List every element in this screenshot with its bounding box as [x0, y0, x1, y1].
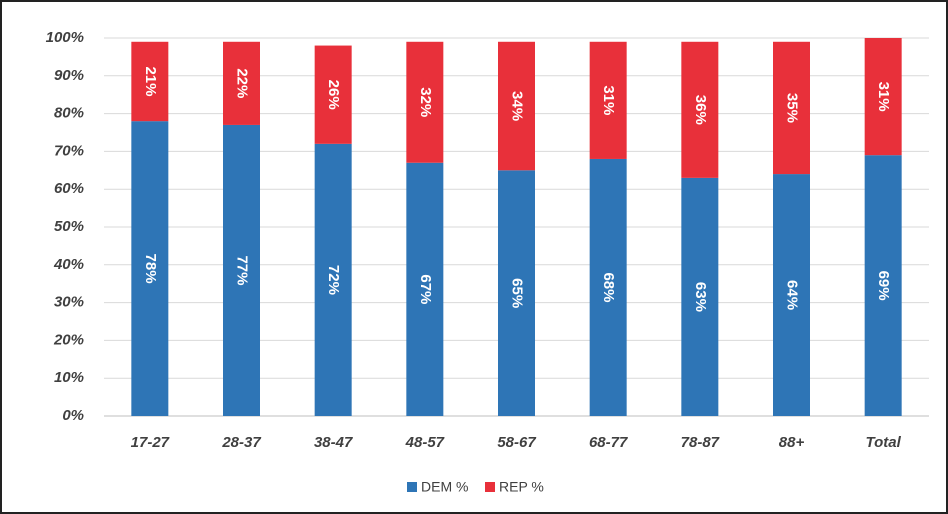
- data-label: 65%: [509, 278, 526, 308]
- bar-segment: [498, 41, 535, 171]
- y-tick-label: 70%: [54, 142, 84, 159]
- y-tick-label: 40%: [53, 256, 84, 273]
- data-label: 72%: [325, 265, 342, 295]
- bar-segment: [406, 162, 444, 416]
- data-label: 21%: [142, 66, 159, 96]
- bar-segment: [131, 41, 169, 122]
- legend-swatch: [407, 482, 417, 492]
- data-label: 34%: [509, 91, 526, 121]
- bar-segment: [223, 41, 260, 125]
- y-tick-label: 50%: [54, 218, 84, 235]
- x-tick-label: 17-27: [131, 434, 170, 451]
- y-tick-label: 60%: [54, 180, 84, 197]
- bar-segment: [589, 158, 627, 416]
- data-label: 77%: [234, 255, 251, 285]
- data-label: 68%: [600, 272, 617, 302]
- x-tick-label: 28-37: [221, 434, 261, 451]
- bar-segment: [406, 41, 444, 163]
- bar-segment: [773, 174, 810, 416]
- data-label: 36%: [692, 95, 709, 125]
- bar-segment: [681, 41, 719, 178]
- bar-segment: [864, 155, 902, 416]
- x-tick-label: 88+: [779, 434, 805, 451]
- bar-segment: [314, 45, 352, 144]
- legend-label: DEM %: [421, 479, 468, 495]
- data-label: 31%: [875, 82, 892, 112]
- legend-swatch: [485, 482, 495, 492]
- y-tick-label: 90%: [54, 67, 84, 84]
- y-tick-label: 30%: [54, 294, 84, 311]
- data-label: 78%: [142, 254, 159, 284]
- data-label: 31%: [600, 85, 617, 115]
- y-tick-label: 80%: [54, 105, 84, 122]
- bar-segment: [223, 124, 260, 416]
- data-label: 69%: [875, 271, 892, 301]
- bar-segment: [498, 170, 535, 416]
- x-tick-label: 68-77: [589, 434, 628, 451]
- data-label: 32%: [417, 87, 434, 117]
- bar-segment: [773, 41, 810, 175]
- x-tick-label: 48-57: [405, 434, 445, 451]
- bar-segment: [131, 121, 169, 416]
- data-label: 67%: [417, 274, 434, 304]
- data-label: 26%: [325, 80, 342, 110]
- y-tick-label: 20%: [53, 331, 84, 348]
- x-tick-label: 78-87: [681, 434, 720, 451]
- bar-segment: [314, 143, 352, 416]
- y-tick-label: 10%: [54, 369, 84, 386]
- data-label: 63%: [692, 282, 709, 312]
- x-tick-label: 58-67: [497, 434, 536, 451]
- bar-segment: [681, 177, 719, 416]
- x-tick-label: 38-47: [314, 434, 353, 451]
- data-label: 35%: [784, 93, 801, 123]
- legend-label: REP %: [499, 479, 544, 495]
- data-label: 64%: [784, 280, 801, 310]
- y-tick-label: 100%: [46, 29, 84, 46]
- bar-segment: [864, 38, 902, 156]
- x-tick-label: Total: [866, 434, 902, 451]
- bar-segment: [589, 41, 627, 159]
- y-tick-label: 0%: [62, 407, 84, 424]
- data-label: 22%: [234, 68, 251, 98]
